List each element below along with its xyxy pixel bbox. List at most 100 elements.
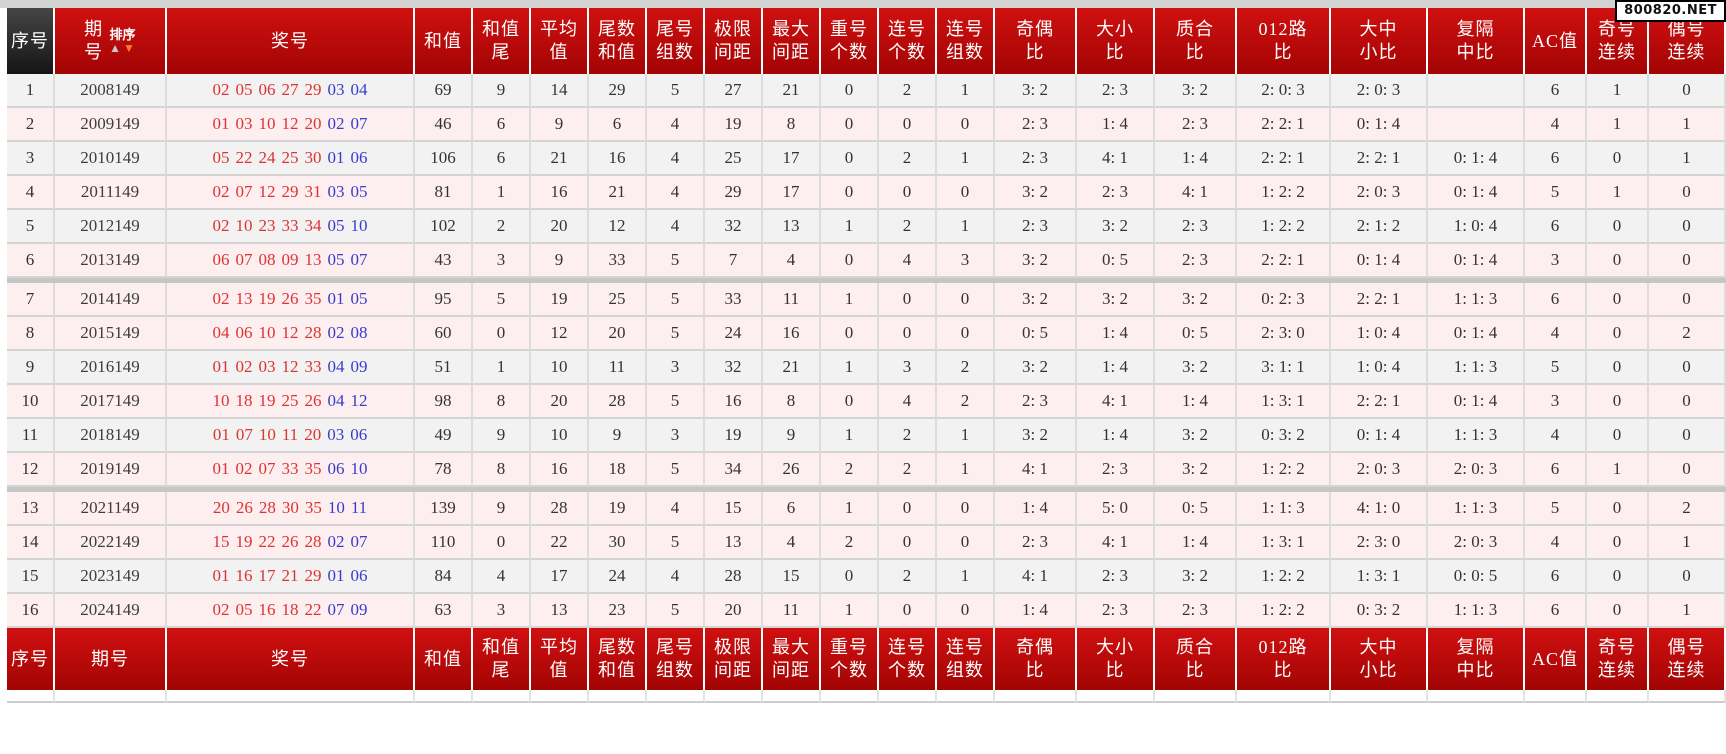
cell-tailSum: 12 — [589, 210, 647, 244]
cell-primeComp: 2: 3 — [1155, 210, 1237, 244]
front-number: 30 — [304, 148, 322, 167]
cell-sum: 43 — [415, 244, 473, 278]
cell-ac: 4 — [1525, 108, 1587, 142]
cell-idx: 6 — [7, 244, 55, 278]
table-header-row: 序号期号排序 ▲ ▼ 奖号 和值 和值尾平均值尾数 和值 尾号 组数 极限 间距 最大 间距 重号 个数 连号… — [7, 8, 1726, 74]
table-row: 14 2022149 15 19 22 26 28 02 07 110 0 22 30 5 13 4 2 0 0 2:… — [7, 526, 1726, 560]
header-label-line: 期号 — [91, 648, 129, 669]
table-row: 13 2021149 20 26 28 30 35 10 11 139 9 28 19 4 15 6 1 0 0 1:… — [7, 492, 1726, 526]
front-number: 12 — [281, 357, 299, 376]
cell-oddEven: 3: 2 — [995, 351, 1077, 385]
cell-road012: 1: 2: 2 — [1237, 594, 1331, 628]
header-label-line: 大中 — [1359, 19, 1398, 39]
cell-repeatCnt: 1 — [821, 210, 879, 244]
cell-fuGeZhong — [1428, 74, 1525, 108]
cell-bigSmall: 2: 3 — [1077, 560, 1155, 594]
cell-oddEven: 3: 2 — [995, 74, 1077, 108]
cell-sumTail: 0 — [473, 317, 531, 351]
header-label: 奖号 — [271, 648, 309, 671]
cell-limitGap: 34 — [705, 453, 763, 487]
cell-avg: 28 — [531, 492, 589, 526]
header-label-line: 质合 — [1176, 637, 1214, 657]
sort-asc-icon[interactable]: ▲ — [109, 41, 122, 55]
header-label: 奖号 — [271, 30, 309, 53]
header-label-line: 连续 — [1598, 660, 1636, 680]
cell-evenStreak: 0 — [1649, 283, 1726, 317]
header-label: 奇偶比 — [1016, 18, 1054, 64]
cell-road012: 2: 3: 0 — [1237, 317, 1331, 351]
cell-limitGap: 7 — [705, 244, 763, 278]
header-label-line: 和值 — [598, 660, 636, 680]
cell-sum: 51 — [415, 351, 473, 385]
cell-oddEven: 2: 3 — [995, 210, 1077, 244]
sort-desc-icon[interactable]: ▼ — [123, 41, 136, 55]
cell-consecGroups: 0 — [937, 283, 995, 317]
header-label: AC值 — [1532, 30, 1578, 53]
cell-repeatCnt: 2 — [821, 526, 879, 560]
cell-sum: 49 — [415, 419, 473, 453]
cell-tailSum: 9 — [589, 419, 647, 453]
cell-bigMidSmall: 1: 3: 1 — [1331, 560, 1428, 594]
footer-road012: 012路比 — [1237, 628, 1331, 690]
cell-sumTail: 9 — [473, 492, 531, 526]
cell-tailGroups: 4 — [647, 108, 705, 142]
cell-tailGroups: 5 — [647, 74, 705, 108]
header-label-line: 012路 — [1258, 637, 1308, 657]
cell-tailGroups: 4 — [647, 210, 705, 244]
header-bigSmall: 大小比 — [1077, 8, 1155, 74]
cell-evenStreak: 0 — [1649, 74, 1726, 108]
cell-sum: 95 — [415, 283, 473, 317]
cell-idx: 5 — [7, 210, 55, 244]
cell-sum: 78 — [415, 453, 473, 487]
header-label-line: 比 — [1025, 660, 1045, 680]
cell-bigSmall: 3: 2 — [1077, 283, 1155, 317]
front-number: 16 — [258, 600, 276, 619]
cell-idx: 15 — [7, 560, 55, 594]
cell-bigMidSmall: 0: 1: 4 — [1331, 108, 1428, 142]
header-label-line: 和值 — [598, 42, 636, 62]
table-row: 3 2010149 05 22 24 25 30 01 06 106 6 21 16 4 25 17 0 2 1 2:… — [7, 142, 1726, 176]
header-label-line: 序号 — [11, 30, 49, 51]
cell-primeComp: 0: 5 — [1155, 317, 1237, 351]
header-label-line: 组数 — [946, 42, 984, 62]
cell-sumTail: 0 — [473, 526, 531, 560]
front-number: 20 — [212, 498, 230, 517]
back-number: 05 — [327, 216, 345, 235]
cell-maxGap: 6 — [763, 492, 821, 526]
header-label: 重号 个数 — [830, 636, 868, 682]
back-number: 04 — [327, 357, 345, 376]
cell-period: 2010149 — [55, 142, 167, 176]
header-label-line: 奖号 — [271, 648, 309, 669]
cell-sumTail: 6 — [473, 108, 531, 142]
cell-road012: 1: 3: 1 — [1237, 526, 1331, 560]
cell-oddStreak: 0 — [1587, 385, 1649, 419]
back-number: 07 — [350, 114, 368, 133]
cell-primeComp: 1: 4 — [1155, 385, 1237, 419]
sort-control[interactable]: 排序 ▲ ▼ — [109, 28, 136, 55]
cell-fuGeZhong: 1: 1: 3 — [1428, 419, 1525, 453]
cell-fuGeZhong: 2: 0: 3 — [1428, 453, 1525, 487]
cell-winning-numbers: 15 19 22 26 28 02 07 — [167, 526, 415, 560]
empty-cell — [1077, 690, 1155, 703]
cell-bigMidSmall: 4: 1: 0 — [1331, 492, 1428, 526]
empty-cell — [995, 690, 1077, 703]
cell-primeComp: 3: 2 — [1155, 283, 1237, 317]
cell-sumTail: 5 — [473, 283, 531, 317]
front-number: 26 — [281, 532, 299, 551]
header-label-line: 间距 — [714, 660, 752, 680]
front-number: 01 — [212, 566, 230, 585]
header-limitGap: 极限 间距 — [705, 8, 763, 74]
cell-road012: 0: 2: 3 — [1237, 283, 1331, 317]
cell-bigSmall: 2: 3 — [1077, 176, 1155, 210]
back-number: 01 — [327, 289, 345, 308]
front-number: 10 — [258, 323, 276, 342]
cell-sumTail: 1 — [473, 176, 531, 210]
cell-fuGeZhong: 0: 1: 4 — [1428, 142, 1525, 176]
group-separator — [7, 278, 1726, 283]
cell-oddEven: 3: 2 — [995, 176, 1077, 210]
cell-avg: 22 — [531, 526, 589, 560]
header-label: 偶号 连续 — [1668, 636, 1706, 682]
cell-sumTail: 8 — [473, 385, 531, 419]
cell-tailSum: 30 — [589, 526, 647, 560]
front-number: 06 — [258, 80, 276, 99]
